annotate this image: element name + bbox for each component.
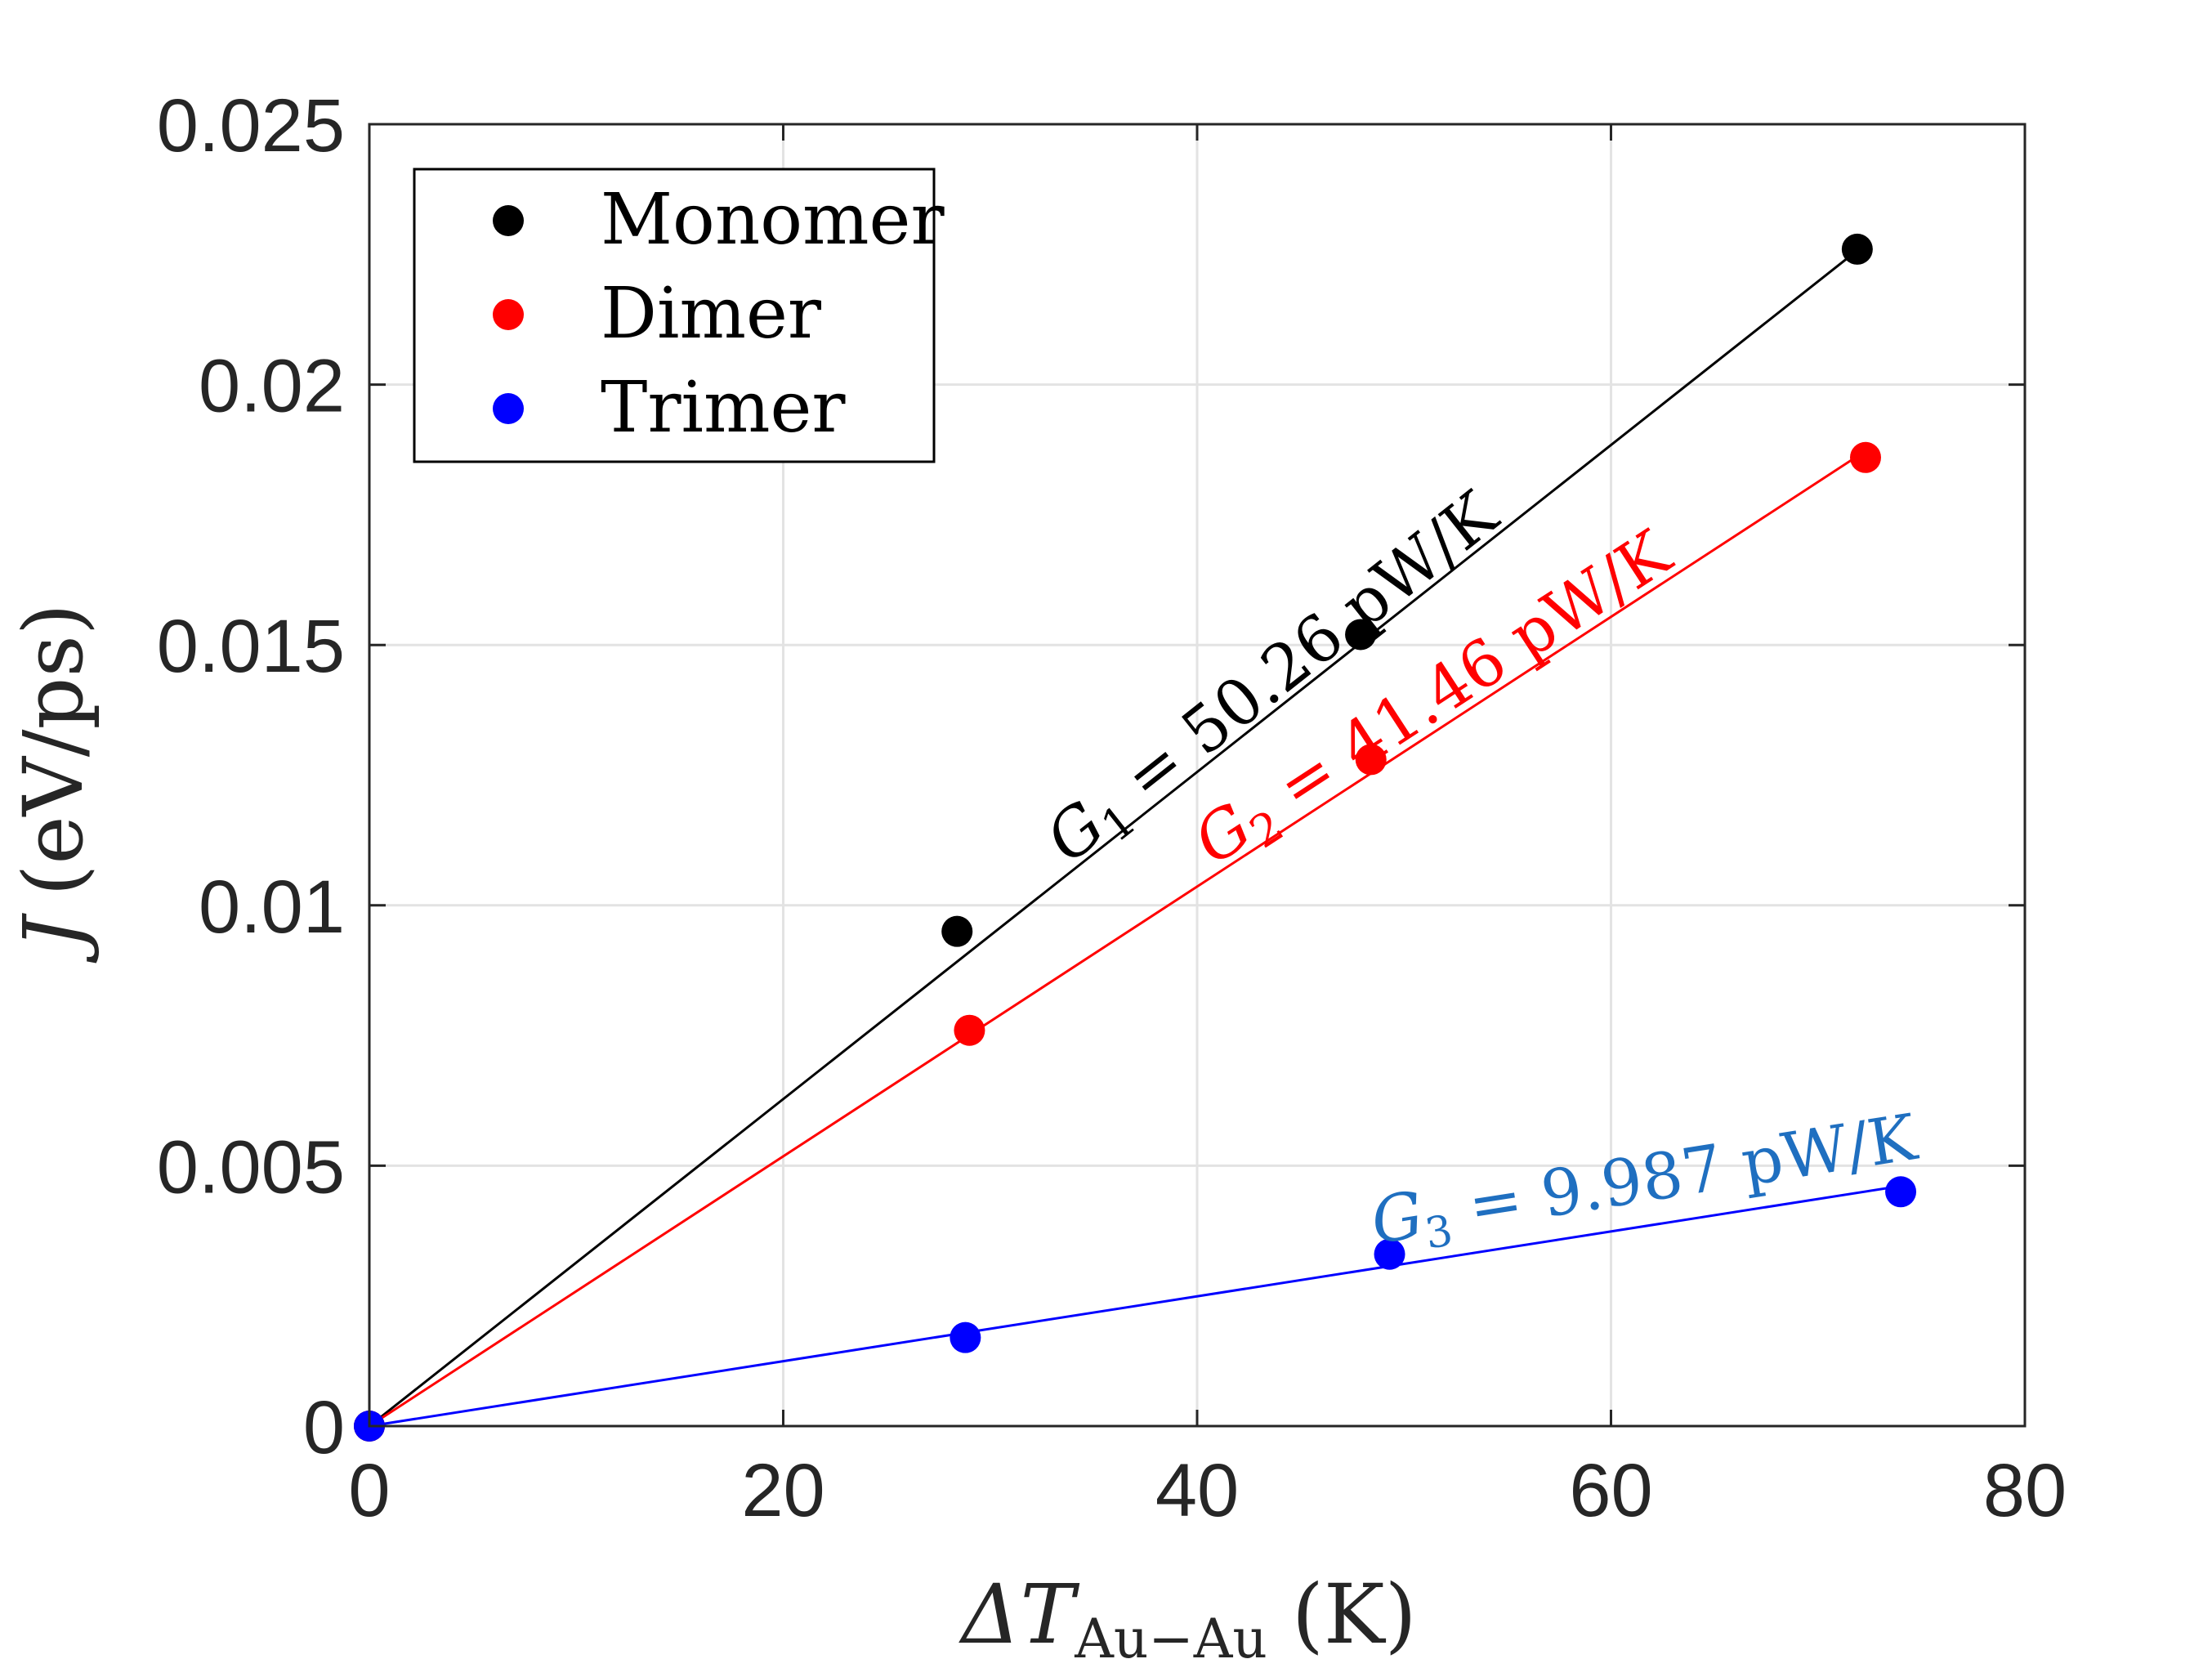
y-tick-label: 0.02 [199,345,345,428]
legend-marker-monomer [493,205,524,236]
y-tick-label: 0.01 [199,865,345,949]
point-trimer [950,1321,981,1353]
x-tick-label: 0 [348,1449,390,1532]
y-axis-symbol: J [6,913,101,964]
x-tick-label: 20 [741,1449,824,1532]
fit-labels: G1 = 50.26 pW/KG2 = 41.46 pW/KG3 = 9.987… [1033,477,1924,1267]
x-axis-unit: (K) [1292,1567,1417,1659]
tick-labels: 0 20 40 60 80 0 0.005 0.01 0.015 0.02 0.025 [157,84,2067,1532]
point-dimer [1849,441,1881,473]
fit-label-symbol: G [1366,1178,1428,1259]
fit-lines [369,249,1901,1428]
x-tick-label: 40 [1155,1449,1239,1532]
x-axis-subscript: Au−Au [1074,1608,1267,1659]
x-tick-label: 60 [1569,1449,1652,1532]
y-tick-label: 0.025 [157,84,345,168]
point-trimer [1885,1176,1917,1208]
point-trimer [1374,1238,1405,1270]
y-tick-label: 0.005 [157,1125,345,1209]
fit-line-dimer [369,449,1866,1428]
legend-label-monomer: Monomer [601,179,945,261]
point-monomer [941,915,973,947]
x-axis-symbol: ΔT [958,1567,1079,1659]
point-dimer [954,1014,985,1046]
fit-label-value: = 9.987 pW/K [1443,1101,1922,1247]
fit-label-symbol: G [1182,789,1264,879]
fit-label-trimer: G3 = 9.987 pW/K [1366,1101,1924,1267]
legend-label-trimer: Trimer [601,367,846,449]
point-dimer [1355,744,1387,776]
point-monomer [1841,233,1873,265]
x-tick-label: 80 [1983,1449,2067,1532]
legend-marker-trimer [493,393,524,424]
axis-ticks [368,123,2027,1428]
legend-label-dimer: Dimer [601,273,822,355]
y-axis-label: J (eV/ps) [6,603,101,964]
y-tick-label: 0.015 [157,605,345,688]
legend-marker-dimer [493,299,524,330]
fit-line-trimer [369,1184,1901,1428]
fit-label-text: G3 = 9.987 pW/K [1366,1101,1924,1267]
point-monomer [1345,619,1377,651]
fit-line-monomer [369,249,1858,1428]
data-points [354,233,1917,1442]
y-axis-unit: (eV/ps) [6,603,101,896]
legend: Monomer Dimer Trimer [413,168,945,463]
x-axis-label: ΔTAu−Au (K) [958,1567,1416,1659]
y-tick-label: 0 [303,1386,345,1469]
